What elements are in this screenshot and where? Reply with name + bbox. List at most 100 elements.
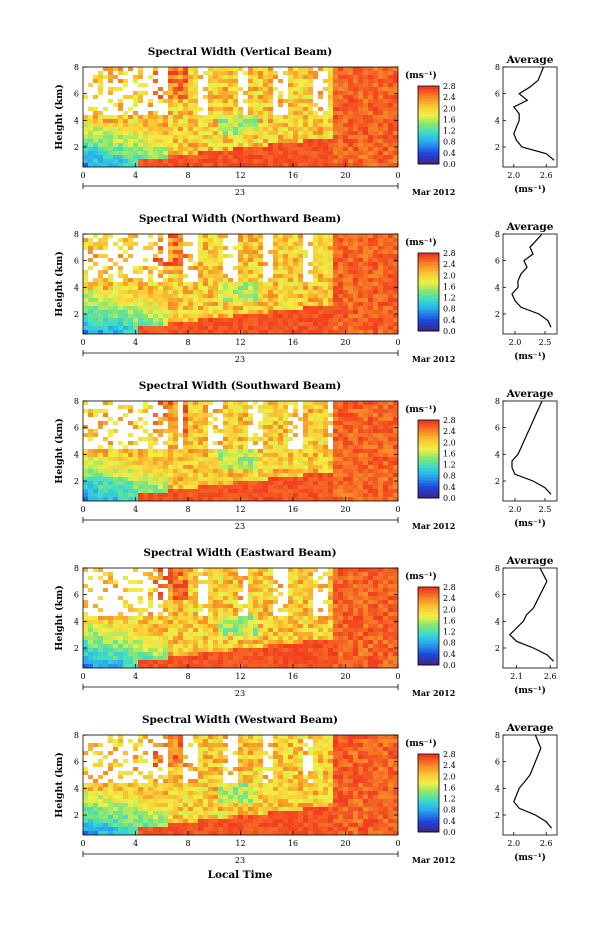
x-tick-label: 0 — [395, 672, 400, 681]
y-tick-label: 2 — [74, 143, 79, 152]
average-title: Average — [506, 722, 554, 734]
average-y-tick-label: 8 — [495, 63, 500, 72]
colorbar-tick-label: 2.0 — [443, 271, 456, 280]
x-tick-label: 16 — [288, 839, 298, 848]
y-axis-label: Height (km) — [54, 418, 65, 484]
colorbar-tick-label: 1.6 — [443, 616, 456, 625]
heatmap-field — [83, 67, 398, 167]
colorbar-tick-label: 1.2 — [443, 294, 456, 303]
average-unit: (ms⁻¹) — [514, 351, 546, 362]
y-tick-label: 2 — [74, 477, 79, 486]
date-label: Mar 2012 — [412, 354, 455, 364]
colorbar-tick-label: 2.8 — [443, 750, 456, 759]
colorbar — [417, 753, 440, 833]
colorbar — [417, 419, 440, 499]
x-tick-label: 4 — [133, 338, 138, 347]
y-tick-label: 6 — [74, 424, 79, 433]
average-x-tick-label: 2.0 — [507, 839, 520, 848]
y-tick-label: 8 — [74, 731, 79, 740]
y-axis-label: Height (km) — [54, 251, 65, 317]
average-frame — [502, 400, 558, 502]
colorbar-tick-label: 0.8 — [443, 472, 456, 481]
average-y-tick-label: 8 — [495, 731, 500, 740]
x-tick-label: 16 — [288, 505, 298, 514]
panel-1: Spectral Width (Vertical Beam) 2 4 6 8 Height… — [54, 46, 558, 197]
y-tick-label: 8 — [74, 230, 79, 239]
x-tick-label: 8 — [185, 171, 190, 180]
colorbar-tick-label: 2.0 — [443, 438, 456, 447]
average-frame — [502, 567, 558, 669]
colorbar-tick-label: 2.8 — [443, 583, 456, 592]
y-tick-label: 2 — [74, 310, 79, 319]
colorbar — [417, 85, 440, 165]
colorbar-tick-label: 0.4 — [443, 650, 456, 659]
average-profile-line — [511, 400, 552, 495]
colorbar-tick-label: 2.4 — [443, 427, 456, 436]
y-tick-label: 2 — [74, 811, 79, 820]
x-tick-label: 4 — [133, 672, 138, 681]
y-tick-label: 4 — [74, 784, 79, 793]
average-title: Average — [506, 54, 554, 66]
x-tick-label: 4 — [133, 505, 138, 514]
colorbar-unit: (ms⁻¹) — [405, 404, 437, 415]
average-y-tick-label: 8 — [495, 564, 500, 573]
average-x-tick-label: 2.5 — [539, 505, 552, 514]
x-tick-label: 0 — [395, 505, 400, 514]
x-tick-label: 8 — [185, 672, 190, 681]
colorbar-tick-label: 2.4 — [443, 761, 456, 770]
average-profile-line — [508, 567, 555, 662]
x-tick-label: 0 — [80, 839, 85, 848]
average-unit: (ms⁻¹) — [514, 685, 546, 696]
colorbar-tick-label: 1.6 — [443, 115, 456, 124]
x-tick-label: 0 — [395, 338, 400, 347]
colorbar-tick-label: 0.8 — [443, 639, 456, 648]
y-tick-label: 6 — [74, 257, 79, 266]
x-tick-label: 16 — [288, 171, 298, 180]
y-axis-label: Height (km) — [54, 84, 65, 150]
colorbar-tick-label: 0.4 — [443, 316, 456, 325]
colorbar-tick-label: 1.6 — [443, 282, 456, 291]
average-x-tick-label: 2.1 — [510, 672, 523, 681]
x-tick-label: 8 — [185, 505, 190, 514]
colorbar-tick-label: 0.0 — [443, 661, 456, 670]
colorbar-unit: (ms⁻¹) — [405, 738, 437, 749]
y-tick-label: 6 — [74, 90, 79, 99]
date-label: Mar 2012 — [412, 187, 455, 197]
y-tick-label: 2 — [74, 644, 79, 653]
colorbar-tick-label: 2.8 — [443, 249, 456, 258]
x-tick-label: 0 — [80, 505, 85, 514]
colorbar-tick-label: 2.0 — [443, 772, 456, 781]
day-label: 23 — [235, 689, 245, 698]
panel-2: Spectral Width (Northward Beam) 2 4 6 8 Heigh… — [54, 213, 558, 364]
average-y-tick-label: 6 — [495, 758, 500, 767]
average-x-tick-label: 2.6 — [544, 672, 557, 681]
y-tick-label: 4 — [74, 283, 79, 292]
average-profile-line — [513, 734, 553, 829]
average-y-tick-label: 2 — [495, 644, 500, 653]
average-y-tick-label: 2 — [495, 811, 500, 820]
colorbar — [417, 252, 440, 332]
average-unit: (ms⁻¹) — [514, 518, 546, 529]
y-tick-label: 4 — [74, 450, 79, 459]
average-frame — [502, 233, 558, 335]
heatmap-field — [83, 401, 398, 501]
average-y-tick-label: 4 — [495, 450, 500, 459]
panel-3: Spectral Width (Southward Beam) 2 4 6 8 Heigh… — [54, 380, 558, 531]
average-title: Average — [506, 221, 554, 233]
y-tick-label: 8 — [74, 63, 79, 72]
colorbar-tick-label: 1.6 — [443, 449, 456, 458]
heatmap-field — [83, 735, 398, 835]
x-tick-label: 0 — [395, 839, 400, 848]
colorbar-unit: (ms⁻¹) — [405, 70, 437, 81]
y-tick-label: 6 — [74, 758, 79, 767]
x-tick-label: 20 — [340, 672, 350, 681]
colorbar-tick-label: 2.4 — [443, 594, 456, 603]
average-y-tick-label: 4 — [495, 617, 500, 626]
y-tick-label: 8 — [74, 397, 79, 406]
x-tick-label: 12 — [235, 171, 245, 180]
average-y-tick-label: 6 — [495, 591, 500, 600]
x-tick-label: 12 — [235, 338, 245, 347]
colorbar-tick-label: 0.0 — [443, 494, 456, 503]
average-x-tick-label: 2.6 — [540, 171, 553, 180]
